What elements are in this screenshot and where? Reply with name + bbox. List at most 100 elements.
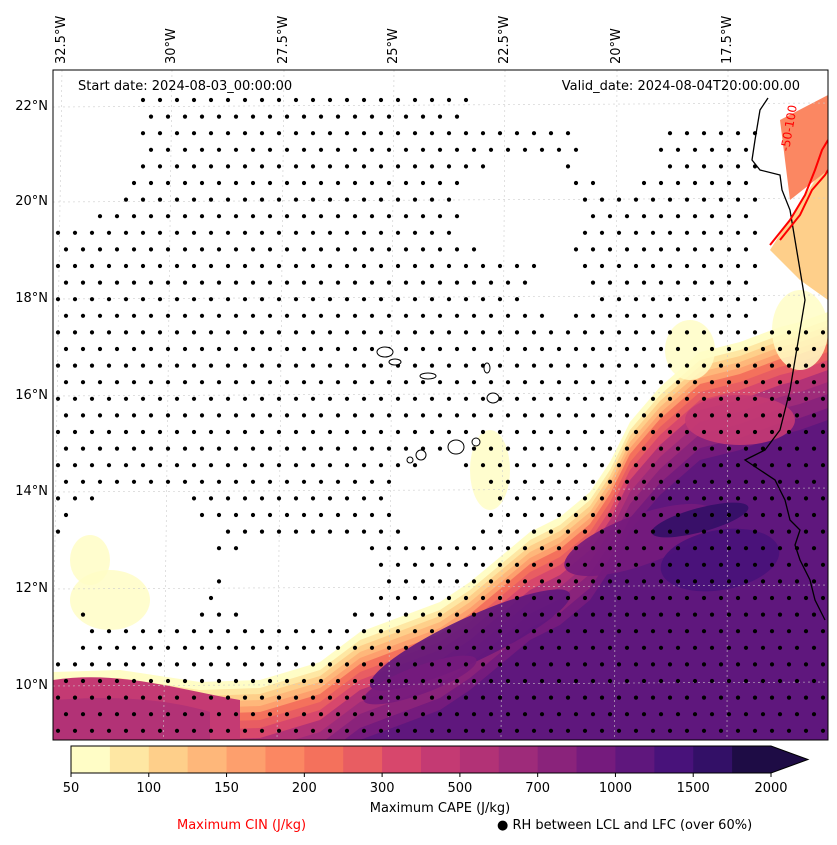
rh-dot xyxy=(658,512,664,518)
rh-dot xyxy=(565,363,571,368)
rh-dot xyxy=(820,396,826,401)
colorbar-swatch xyxy=(537,746,578,773)
rh-dot xyxy=(378,529,384,534)
rh-dot xyxy=(386,579,392,584)
rh-dot xyxy=(301,446,307,451)
rh-dot xyxy=(641,546,647,551)
rh-dot xyxy=(284,479,290,484)
rh-dot xyxy=(386,380,392,385)
rh-dot xyxy=(318,645,324,650)
rh-dot xyxy=(233,280,239,285)
rh-dot xyxy=(63,479,69,484)
rh-dot xyxy=(148,247,154,252)
rh-dot xyxy=(582,629,588,634)
rh-dot xyxy=(743,280,749,285)
rh-dot xyxy=(250,147,256,152)
rh-dot xyxy=(131,678,137,684)
rh-dot xyxy=(573,678,579,684)
rh-dot xyxy=(182,678,188,684)
rh-dot xyxy=(191,297,197,302)
rh-dot xyxy=(709,380,715,385)
rh-dot xyxy=(140,330,146,335)
rh-dot xyxy=(293,297,299,302)
rh-dot xyxy=(514,263,520,269)
rh-dot xyxy=(318,214,324,219)
rh-dot xyxy=(599,728,605,733)
rh-dot xyxy=(157,230,163,235)
rh-dot xyxy=(233,180,239,186)
rh-dot xyxy=(123,197,129,202)
rh-dot xyxy=(565,429,571,435)
rh-dot xyxy=(565,496,571,501)
rh-dot xyxy=(165,280,171,285)
rh-dot xyxy=(565,695,571,700)
rh-dot xyxy=(667,396,673,401)
rh-dot xyxy=(522,512,528,518)
rh-dot xyxy=(395,297,401,302)
rh-dot xyxy=(650,363,656,368)
rh-dot xyxy=(242,197,248,202)
rh-dot xyxy=(106,263,112,269)
rh-dot xyxy=(208,496,214,501)
rh-dot xyxy=(174,396,180,401)
rh-dot xyxy=(726,380,732,385)
rh-dot xyxy=(709,147,715,152)
rh-dot xyxy=(437,147,443,152)
rh-dot xyxy=(284,313,290,318)
rh-dot xyxy=(667,595,673,601)
rh-dot xyxy=(769,662,775,667)
rh-dot xyxy=(548,396,554,401)
rh-dot xyxy=(531,595,537,601)
rh-dot xyxy=(811,712,817,717)
rh-dot xyxy=(590,512,596,518)
cape-level-fill xyxy=(360,420,828,740)
rh-dot xyxy=(327,463,333,468)
rh-dot xyxy=(590,380,596,385)
rh-dot xyxy=(259,263,265,269)
colorbar-tick-label: 2000 xyxy=(754,781,788,796)
rh-dot xyxy=(522,612,528,617)
rh-dot xyxy=(140,363,146,368)
rh-dot xyxy=(786,429,792,435)
rh-dot xyxy=(259,662,265,667)
rh-dot xyxy=(726,579,732,584)
rh-dot xyxy=(684,164,690,169)
rh-dot xyxy=(718,363,724,368)
rh-dot xyxy=(174,263,180,269)
rh-dot xyxy=(709,446,715,451)
rh-dot xyxy=(658,147,664,152)
rh-dot xyxy=(63,280,69,285)
rh-dot xyxy=(106,429,112,435)
rh-dot xyxy=(624,512,630,518)
rh-dot xyxy=(463,263,469,269)
rh-dot xyxy=(777,612,783,617)
rh-dot xyxy=(123,363,129,368)
rh-dot xyxy=(157,164,163,169)
rh-dot xyxy=(565,629,571,634)
rh-dot xyxy=(72,396,78,401)
rh-dot xyxy=(752,695,758,700)
rh-dot xyxy=(437,247,443,252)
rh-dot xyxy=(437,712,443,717)
rh-dot xyxy=(369,346,375,352)
rh-dot xyxy=(548,529,554,534)
rh-dot xyxy=(335,380,341,385)
rh-dot xyxy=(378,728,384,733)
rh-dot xyxy=(429,297,435,302)
rh-dot xyxy=(480,562,486,567)
rh-dot xyxy=(701,330,707,335)
meridian-line xyxy=(614,70,618,740)
rh-dot xyxy=(454,247,460,252)
rh-dot xyxy=(420,114,426,119)
cape-verde-island xyxy=(486,392,500,404)
rh-dot xyxy=(267,678,273,684)
rh-dot xyxy=(641,280,647,285)
rh-dot xyxy=(531,629,537,634)
rh-dot xyxy=(684,330,690,335)
rh-dot xyxy=(556,346,562,352)
rh-dot xyxy=(293,695,299,700)
rh-dot xyxy=(55,297,61,302)
rh-dot xyxy=(667,263,673,269)
rh-dot xyxy=(242,429,248,435)
rh-dot xyxy=(480,131,486,136)
